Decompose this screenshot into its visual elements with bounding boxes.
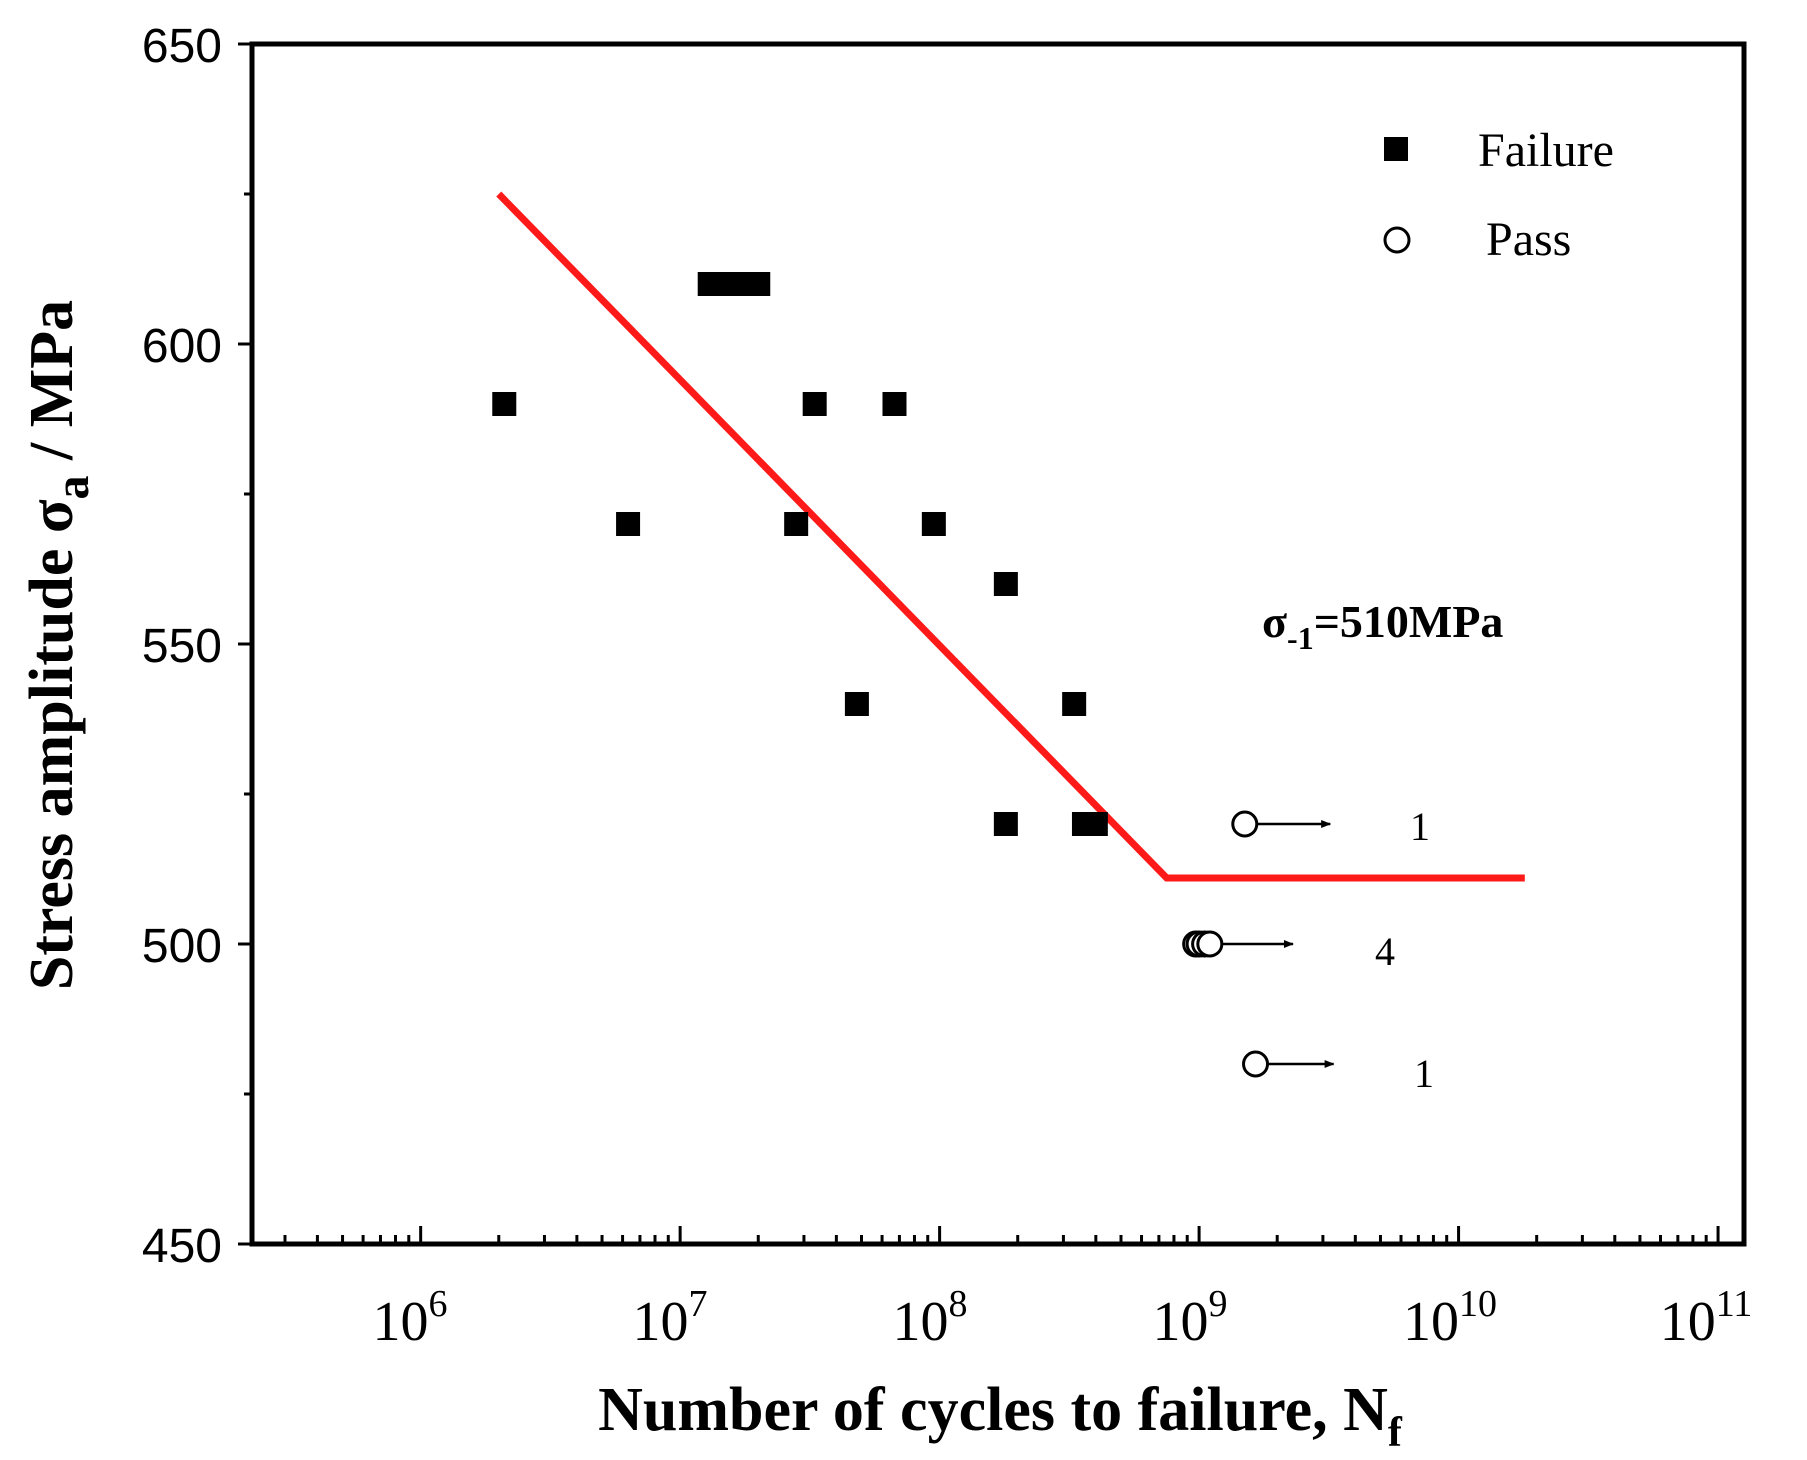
y-axis-ticks [238, 42, 252, 1246]
failure-point [1083, 812, 1108, 836]
y-axis-title-suffix: / MPa [18, 300, 86, 476]
x-tick-base: 10 [1660, 1291, 1716, 1353]
failure-point [784, 512, 809, 536]
y-tick-label-550: 550 [142, 620, 222, 673]
failure-point [882, 392, 907, 416]
legend-pass-marker [1383, 226, 1411, 254]
x-tick-label-1e10: 1010 [1403, 1283, 1497, 1353]
failure-point [616, 512, 641, 536]
y-axis-title: Stress amplitude σa / MPa [18, 300, 99, 990]
x-axis-title: Number of cycles to failure, Nf [598, 1376, 1403, 1456]
x-tick-label-1e8: 108 [893, 1283, 968, 1353]
failure-point [492, 392, 517, 416]
failure-point [921, 512, 946, 536]
fatigue-limit-annotation: σ-1=510MPa [1262, 596, 1503, 656]
failure-point [993, 812, 1018, 836]
runout-count-520: 1 [1410, 804, 1430, 849]
y-tick-labels: 450 500 550 600 650 [142, 20, 222, 1273]
x-tick-label-1e7: 107 [633, 1283, 708, 1353]
failure-point [844, 692, 869, 716]
x-tick-exp: 7 [689, 1283, 708, 1325]
x-axis-title-text: Number of cycles to failure, N [598, 1376, 1388, 1444]
x-tick-exp: 9 [1209, 1283, 1228, 1325]
x-tick-label-1e6: 106 [373, 1283, 448, 1353]
y-tick-label-500: 500 [142, 920, 222, 973]
x-tick-exp: 10 [1459, 1283, 1497, 1325]
runout-arrows [1221, 820, 1335, 1068]
x-tick-exp: 11 [1716, 1283, 1753, 1325]
y-axis-title-sub: a [46, 475, 99, 499]
x-tick-exp: 8 [949, 1283, 968, 1325]
y-tick-label-600: 600 [142, 320, 222, 373]
x-tick-base: 10 [633, 1291, 689, 1353]
fit-line [496, 191, 1525, 882]
x-tick-label-1e11: 1011 [1660, 1283, 1753, 1353]
x-tick-labels: 106 107 108 109 1010 1011 [373, 1283, 1753, 1353]
x-axis-ticks [283, 1226, 1720, 1244]
legend-failure-label: Failure [1478, 124, 1614, 177]
runout-count-500: 4 [1375, 929, 1395, 974]
pass-series [1182, 810, 1270, 1078]
pass-point [1242, 1050, 1270, 1078]
legend-pass-label: Pass [1486, 213, 1571, 266]
x-tick-base: 10 [373, 1291, 429, 1353]
x-axis-title-sub: f [1388, 1410, 1403, 1456]
x-tick-base: 10 [1403, 1291, 1459, 1353]
x-tick-base: 10 [893, 1291, 949, 1353]
y-tick-label-650: 650 [142, 20, 222, 73]
annotation-text: =510MPa [1314, 596, 1504, 647]
failure-series [492, 272, 1108, 836]
runout-count-480: 1 [1414, 1051, 1434, 1096]
pass-point [1196, 930, 1224, 958]
legend: Failure Pass [1383, 124, 1614, 266]
failure-point [746, 272, 771, 296]
x-tick-exp: 6 [429, 1283, 448, 1325]
failure-point [993, 572, 1018, 596]
pass-point [1231, 810, 1259, 838]
failure-point [1062, 692, 1087, 716]
x-tick-base: 10 [1153, 1291, 1209, 1353]
annotation-sub: -1 [1287, 620, 1314, 656]
legend-failure-marker [1384, 137, 1408, 161]
y-tick-label-450: 450 [142, 1220, 222, 1273]
annotation-sigma: σ [1262, 596, 1287, 647]
failure-point [802, 392, 827, 416]
x-tick-label-1e9: 109 [1153, 1283, 1228, 1353]
y-axis-title-text: Stress amplitude σ [18, 499, 86, 990]
